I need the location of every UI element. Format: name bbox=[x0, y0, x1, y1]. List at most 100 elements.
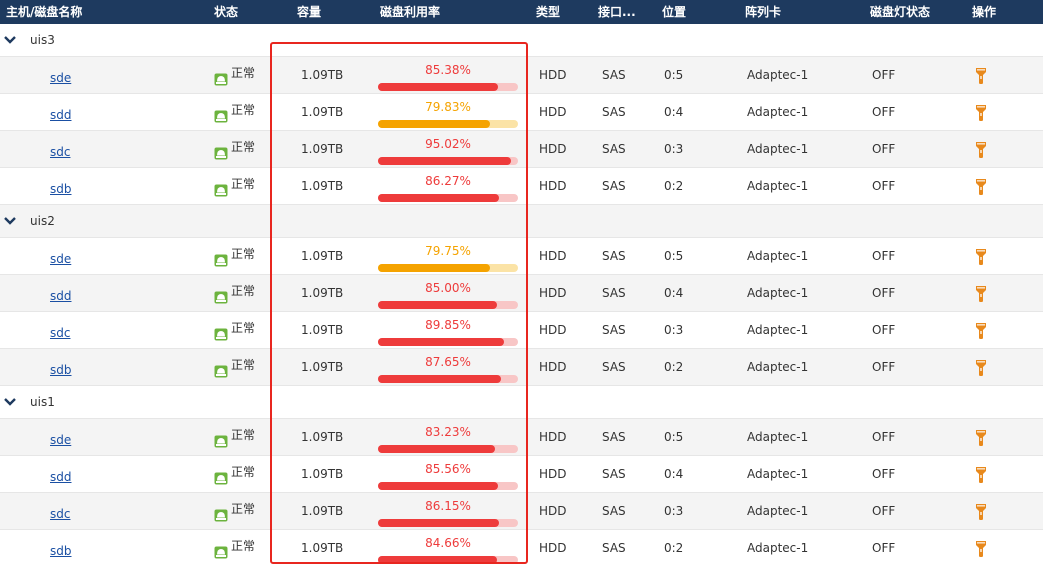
header-usage[interactable]: 磁盘利用率 bbox=[380, 5, 441, 19]
status-cell: 正常 bbox=[214, 419, 255, 456]
flashlight-icon[interactable] bbox=[975, 540, 987, 558]
light-status-cell: OFF bbox=[872, 179, 896, 193]
disk-table-body: uis3 sde 正常 1.09TB 85.38% HDD SAS 0:5 Adaptec-1 O… bbox=[0, 24, 1043, 566]
light-status-cell: OFF bbox=[872, 68, 896, 82]
flashlight-icon[interactable] bbox=[975, 503, 987, 521]
header-raid-card[interactable]: 阵列卡 bbox=[745, 5, 782, 19]
disk-name-link[interactable]: sdd bbox=[50, 470, 72, 484]
capacity-cell: 1.09TB bbox=[301, 467, 344, 481]
flashlight-icon[interactable] bbox=[975, 359, 987, 377]
light-status-cell: OFF bbox=[872, 541, 896, 555]
status-text: 正常 bbox=[231, 247, 256, 261]
status-cell: 正常 bbox=[214, 312, 255, 349]
light-status-cell: OFF bbox=[872, 323, 896, 337]
chevron-down-icon[interactable] bbox=[4, 216, 16, 226]
disk-name-cell: sdd bbox=[50, 456, 72, 493]
usage-bar-track bbox=[378, 194, 518, 202]
type-cell: HDD bbox=[539, 68, 567, 82]
raid-card-cell: Adaptec-1 bbox=[747, 504, 809, 518]
disk-name-link[interactable]: sde bbox=[50, 252, 72, 266]
position-cell: 0:5 bbox=[664, 249, 684, 263]
disk-ok-icon bbox=[214, 321, 228, 341]
usage-bar-track bbox=[378, 556, 518, 564]
status-cell: 正常 bbox=[214, 275, 255, 312]
usage-cell: 85.56% bbox=[376, 456, 520, 493]
flashlight-icon[interactable] bbox=[975, 322, 987, 340]
disk-name-cell: sdb bbox=[50, 530, 72, 566]
group-row-uis3: uis3 bbox=[0, 24, 1043, 57]
table-row: sdb 正常 1.09TB 84.66% HDD SAS 0:2 Adaptec-1 OFF bbox=[0, 530, 1043, 566]
usage-percent: 79.83% bbox=[425, 100, 471, 114]
disk-name-link[interactable]: sdc bbox=[50, 145, 71, 159]
disk-name-link[interactable]: sdb bbox=[50, 544, 72, 558]
usage-cell: 89.85% bbox=[376, 312, 520, 349]
disk-name-link[interactable]: sdc bbox=[50, 326, 71, 340]
disk-name-link[interactable]: sdd bbox=[50, 108, 72, 122]
position-cell: 0:2 bbox=[664, 541, 684, 555]
usage-percent: 85.00% bbox=[425, 281, 471, 295]
chevron-down-icon[interactable] bbox=[4, 397, 16, 407]
light-status-cell: OFF bbox=[872, 360, 896, 374]
disk-name-link[interactable]: sdc bbox=[50, 507, 71, 521]
status-text: 正常 bbox=[231, 428, 256, 442]
disk-name-link[interactable]: sdd bbox=[50, 289, 72, 303]
usage-bar-fill bbox=[378, 301, 497, 309]
disk-name-link[interactable]: sde bbox=[50, 71, 72, 85]
table-row: sde 正常 1.09TB 83.23% HDD SAS 0:5 Adaptec-1 OFF bbox=[0, 419, 1043, 456]
light-status-cell: OFF bbox=[872, 467, 896, 481]
flashlight-icon[interactable] bbox=[975, 178, 987, 196]
flashlight-icon[interactable] bbox=[975, 141, 987, 159]
header-light-status[interactable]: 磁盘灯状态 bbox=[870, 5, 931, 19]
disk-ok-icon bbox=[214, 66, 228, 86]
usage-cell: 87.65% bbox=[376, 349, 520, 386]
status-cell: 正常 bbox=[214, 238, 255, 275]
capacity-cell: 1.09TB bbox=[301, 286, 344, 300]
flashlight-icon[interactable] bbox=[975, 466, 987, 484]
interface-cell: SAS bbox=[602, 467, 626, 481]
disk-name-link[interactable]: sdb bbox=[50, 182, 72, 196]
disk-name-cell: sde bbox=[50, 238, 71, 275]
table-row: sde 正常 1.09TB 79.75% HDD SAS 0:5 Adaptec-1 OFF bbox=[0, 238, 1043, 275]
chevron-down-icon[interactable] bbox=[4, 35, 16, 45]
header-host-disk-name[interactable]: 主机/磁盘名称 bbox=[6, 5, 83, 19]
group-name: uis2 bbox=[30, 214, 55, 228]
flashlight-icon[interactable] bbox=[975, 248, 987, 266]
usage-percent: 89.85% bbox=[425, 318, 471, 332]
flashlight-icon[interactable] bbox=[975, 67, 987, 85]
disk-ok-icon bbox=[214, 284, 228, 304]
header-position[interactable]: 位置 bbox=[662, 5, 687, 19]
disk-name-link[interactable]: sdb bbox=[50, 363, 72, 377]
usage-percent: 79.75% bbox=[425, 244, 471, 258]
group-name: uis1 bbox=[30, 395, 55, 409]
flashlight-icon[interactable] bbox=[975, 285, 987, 303]
disk-name-cell: sdb bbox=[50, 168, 72, 205]
usage-bar-track bbox=[378, 301, 518, 309]
disk-name-cell: sde bbox=[50, 57, 71, 94]
status-cell: 正常 bbox=[214, 168, 255, 205]
header-capacity[interactable]: 容量 bbox=[297, 5, 322, 19]
raid-card-cell: Adaptec-1 bbox=[747, 179, 809, 193]
header-interface[interactable]: 接口... bbox=[598, 5, 636, 19]
table-row: sdb 正常 1.09TB 86.27% HDD SAS 0:2 Adaptec-1 OFF bbox=[0, 168, 1043, 205]
flashlight-icon[interactable] bbox=[975, 429, 987, 447]
type-cell: HDD bbox=[539, 504, 567, 518]
capacity-cell: 1.09TB bbox=[301, 249, 344, 263]
interface-cell: SAS bbox=[602, 105, 626, 119]
flashlight-icon[interactable] bbox=[975, 104, 987, 122]
type-cell: HDD bbox=[539, 105, 567, 119]
usage-bar-fill bbox=[378, 556, 497, 564]
disk-name-link[interactable]: sde bbox=[50, 433, 72, 447]
status-text: 正常 bbox=[231, 177, 256, 191]
group-row-uis1: uis1 bbox=[0, 386, 1043, 419]
position-cell: 0:2 bbox=[664, 179, 684, 193]
usage-percent: 95.02% bbox=[425, 137, 471, 151]
header-type[interactable]: 类型 bbox=[536, 5, 561, 19]
status-cell: 正常 bbox=[214, 94, 255, 131]
interface-cell: SAS bbox=[602, 541, 626, 555]
usage-cell: 86.15% bbox=[376, 493, 520, 530]
usage-bar-fill bbox=[378, 120, 490, 128]
type-cell: HDD bbox=[539, 467, 567, 481]
header-status[interactable]: 状态 bbox=[214, 5, 239, 19]
usage-bar-track bbox=[378, 482, 518, 490]
table-row: sdc 正常 1.09TB 95.02% HDD SAS 0:3 Adaptec-1 OFF bbox=[0, 131, 1043, 168]
